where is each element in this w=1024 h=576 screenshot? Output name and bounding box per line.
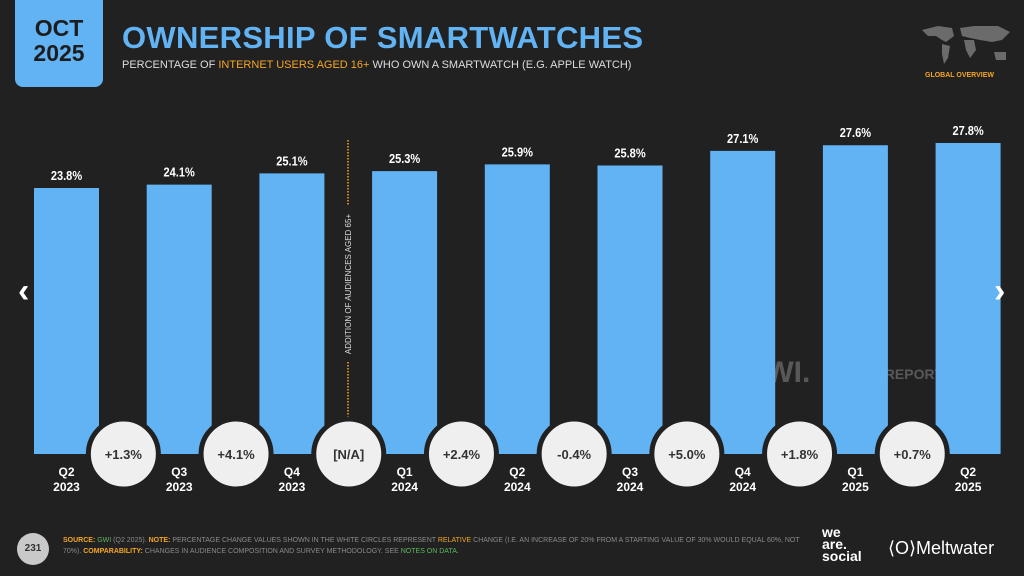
change-circle [649,416,725,492]
note-label: NOTE: [148,537,171,544]
change-label: +4.1% [217,447,255,462]
change-circle [762,416,838,492]
footer-notes: SOURCE: GWI (Q2 2025). NOTE: PERCENTAGE … [63,535,803,557]
comparability-label: COMPARABILITY: [83,548,143,555]
date-badge: OCT 2025 [15,0,103,87]
x-tick-label-year: 2024 [504,480,531,494]
x-tick-label-year: 2023 [53,480,80,494]
x-tick-label-year: 2024 [617,480,644,494]
logo-line: social [822,548,862,564]
divider-annotation: ADDITION OF AUDIENCES AGED 65+ [344,214,353,355]
page-number: 231 [17,533,49,565]
bar [372,171,438,454]
source-label: SOURCE: [63,537,96,544]
note-pre: PERCENTAGE CHANGE VALUES SHOWN IN THE WH… [170,537,438,544]
change-circle [536,416,612,492]
bar-value-label: 24.1% [164,165,196,180]
x-tick-label-quarter: Q2 [509,465,525,479]
change-label: +0.7% [894,447,932,462]
page-title: OWNERSHIP OF SMARTWATCHES [122,20,644,55]
date-month: OCT [34,15,84,41]
source-rest: (Q2 2025). [111,537,149,544]
bar [597,165,663,454]
notes-on-data-link[interactable]: NOTES ON DATA [400,548,457,555]
change-label: +1.8% [781,447,819,462]
bar-value-label: 25.3% [389,151,421,166]
comparability-text: CHANGES IN AUDIENCE COMPOSITION AND SURV… [142,548,401,555]
bar-value-label: 23.8% [51,168,83,183]
page-subtitle: PERCENTAGE OF INTERNET USERS AGED 16+ WH… [122,59,631,71]
we-are-social-logo: we are. social [822,524,862,564]
note-post: CHANGE (I.E. AN INCREASE OF 20% FROM A S… [63,537,800,555]
change-circle [85,416,161,492]
change-circle [311,416,387,492]
source-link[interactable]: GWI [97,537,112,544]
date-year: 2025 [33,40,85,66]
bar [484,164,550,454]
x-tick-label-quarter: Q1 [397,465,413,479]
bar-value-label: 25.9% [502,145,534,160]
bar [259,173,325,454]
x-tick-label-quarter: Q4 [735,465,751,479]
change-circle [198,416,274,492]
change-circle [874,416,950,492]
logo-line: are. [822,536,847,552]
change-label: -0.4% [557,447,591,462]
x-tick-label-quarter: Q2 [58,465,74,479]
bar [935,143,1001,454]
subtitle-post: WHO OWN A SMARTWATCH (E.G. APPLE WATCH) [369,59,632,71]
x-tick-label-quarter: Q1 [847,465,863,479]
bar [34,188,99,454]
note-relative: RELATIVE [437,537,472,544]
subtitle-pre: PERCENTAGE OF [122,59,219,71]
bar-value-label: 25.8% [614,146,646,161]
change-label: +1.3% [105,447,143,462]
bar [822,145,888,454]
change-label: [N/A] [333,447,364,462]
x-tick-label-quarter: Q3 [622,465,638,479]
next-arrow-icon[interactable]: › [994,272,1006,310]
subtitle-highlight: INTERNET USERS AGED 16+ [218,59,370,71]
meltwater-logo: ⟨O⟩Meltwater [888,538,995,558]
bar-value-label: 25.1% [276,154,308,169]
bar-value-label: 27.8% [952,123,984,138]
world-map-icon [922,26,1010,64]
bar-value-label: 27.6% [840,125,872,140]
x-tick-label-year: 2025 [955,480,982,494]
x-tick-label-year: 2023 [279,480,306,494]
change-label: +5.0% [668,447,706,462]
change-label: +2.4% [443,447,481,462]
prev-arrow-icon[interactable]: ‹ [18,272,30,310]
x-tick-label-year: 2024 [391,480,418,494]
x-tick-label-quarter: Q4 [284,465,300,479]
change-circle [423,416,499,492]
x-tick-label-quarter: Q2 [960,465,976,479]
bar-value-label: 27.1% [727,131,759,146]
x-tick-label-year: 2023 [166,480,193,494]
global-overview-label: GLOBAL OVERVIEW [925,72,994,79]
comparability-end: . [456,548,459,555]
x-tick-label-year: 2025 [842,480,869,494]
bar [710,150,776,454]
x-tick-label-year: 2024 [729,480,756,494]
logo-line: we [822,524,841,540]
x-tick-label-quarter: Q3 [171,465,187,479]
bar [146,184,212,454]
